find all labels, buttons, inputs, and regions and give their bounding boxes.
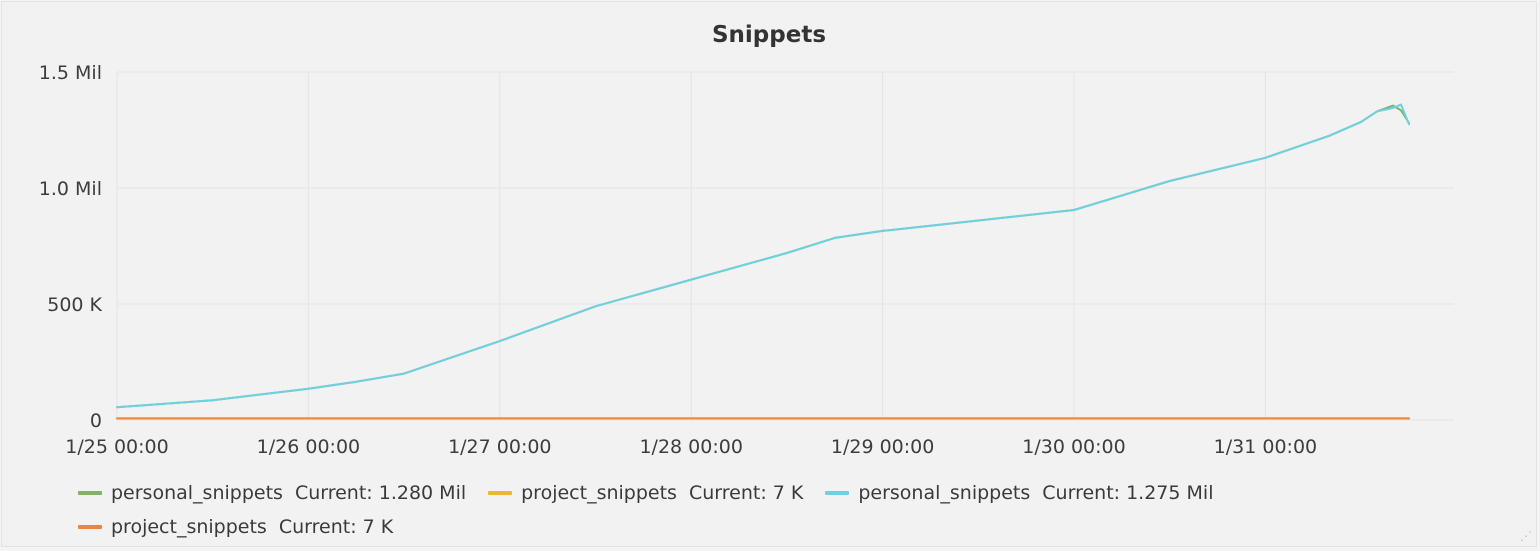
resize-handle-icon[interactable]: ⋰ xyxy=(1520,529,1532,543)
chart-title: Snippets xyxy=(711,22,827,48)
legend-swatch xyxy=(78,491,102,495)
x-tick-label: 1/30 00:00 xyxy=(1022,436,1125,458)
legend-current-value: Current: 7 K xyxy=(278,516,394,538)
legend-series-name: personal_snippets xyxy=(858,482,1031,504)
x-tick-label: 1/28 00:00 xyxy=(639,436,742,458)
y-tick-label: 0 xyxy=(90,410,102,432)
y-tick-label: 1.5 Mil xyxy=(39,62,102,84)
legend-series-name: project_snippets xyxy=(521,482,677,504)
series-line-personal_snippets xyxy=(116,104,1410,409)
legend-swatch xyxy=(78,525,102,529)
x-tick-label: 1/31 00:00 xyxy=(1214,436,1317,458)
legend-current-value: Current: 1.280 Mil xyxy=(294,482,467,504)
legend-item[interactable]: personal_snippets Current: 1.275 Mil xyxy=(825,480,1213,506)
y-tick-label: 500 K xyxy=(47,294,102,316)
legend-item[interactable]: project_snippets Current: 7 K xyxy=(488,480,803,506)
legend: personal_snippets Current: 1.280 Mil proje… xyxy=(78,480,1458,540)
x-tick-label: 1/29 00:00 xyxy=(831,436,934,458)
legend-item[interactable]: project_snippets Current: 7 K xyxy=(78,514,1436,540)
x-tick-label: 1/25 00:00 xyxy=(65,436,168,458)
legend-swatch xyxy=(825,491,850,495)
legend-item[interactable]: personal_snippets Current: 1.280 Mil xyxy=(78,480,466,506)
series-line-personal_snippets xyxy=(116,103,1410,409)
x-tick-label: 1/26 00:00 xyxy=(257,436,360,458)
legend-swatch xyxy=(488,491,513,495)
legend-current-value: Current: 1.275 Mil xyxy=(1042,482,1214,504)
legend-series-name: project_snippets xyxy=(111,516,267,538)
legend-series-name: personal_snippets xyxy=(111,482,283,504)
legend-current-value: Current: 7 K xyxy=(688,482,804,504)
x-tick-label: 1/27 00:00 xyxy=(448,436,551,458)
y-tick-label: 1.0 Mil xyxy=(39,178,102,200)
chart-plot: 0 500 K 1.0 Mil 1.5 Mil 1/25 00:00 1/26 00:00… xyxy=(39,62,1454,458)
